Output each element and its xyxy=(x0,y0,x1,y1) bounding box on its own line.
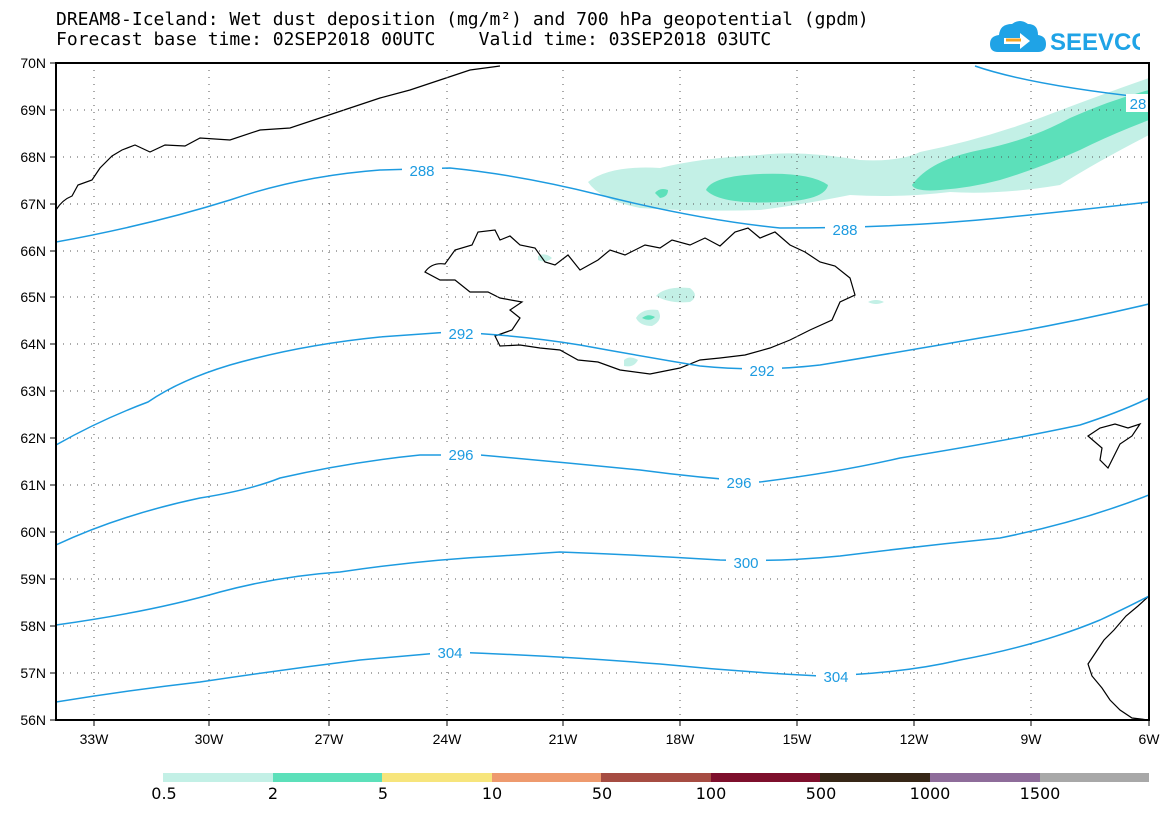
colorbar-label: 500 xyxy=(805,784,837,803)
coastlines xyxy=(56,65,1149,720)
lon-label: 12W xyxy=(900,731,930,747)
colorbar xyxy=(163,773,1150,782)
contour-label: 304 xyxy=(823,669,848,686)
contour-300 xyxy=(56,494,1149,626)
lon-label: 33W xyxy=(80,731,110,747)
colorbar-segment xyxy=(163,773,273,782)
contour-label: 304 xyxy=(437,645,462,662)
contour-296 xyxy=(56,397,1149,546)
colorbar-label: 2 xyxy=(267,784,279,803)
greenland-coastline xyxy=(56,65,501,211)
lat-label: 64N xyxy=(20,336,46,352)
colorbar-segment xyxy=(382,773,492,782)
contour-label: 288 xyxy=(832,222,857,239)
deposition-light-area xyxy=(588,78,1149,211)
longitude-labels: 33W 30W 27W 24W 21W 18W 15W 12W 9W 6W xyxy=(80,731,1161,747)
contour-label: 288 xyxy=(409,163,434,180)
lat-label: 59N xyxy=(20,571,46,587)
title-line-2: Forecast base time: 02SEP2018 00UTC Vali… xyxy=(56,29,772,50)
iceland-coastline xyxy=(424,227,856,375)
contour-label: 300 xyxy=(733,555,758,572)
colorbar-label: 10 xyxy=(481,784,503,803)
tick-marks xyxy=(50,62,1150,726)
colorbar-segment xyxy=(820,773,930,782)
colorbar-segment xyxy=(601,773,711,782)
logo-text: SEEVCCC xyxy=(1050,29,1140,56)
colorbar-label: 100 xyxy=(695,784,727,803)
lon-label: 27W xyxy=(315,731,345,747)
lon-label: 18W xyxy=(666,731,696,747)
lat-label: 63N xyxy=(20,383,46,399)
colorbar-segment xyxy=(710,773,821,782)
lat-label: 70N xyxy=(20,55,46,71)
lat-label: 69N xyxy=(20,102,46,118)
deposition-medium-area xyxy=(642,315,655,320)
contour-label: 296 xyxy=(726,475,751,492)
lat-label: 57N xyxy=(20,665,46,681)
contour-label: 292 xyxy=(749,363,774,380)
lon-label: 24W xyxy=(433,731,463,747)
contour-label: 28 xyxy=(1130,96,1147,113)
colorbar-label: 1500 xyxy=(1019,784,1061,803)
colorbar-segment xyxy=(491,773,602,782)
lat-label: 60N xyxy=(20,524,46,540)
colorbar-segment xyxy=(272,773,383,782)
colorbar-label: 1000 xyxy=(909,784,951,803)
lon-label: 21W xyxy=(549,731,579,747)
lat-label: 61N xyxy=(20,477,46,493)
contour-304 xyxy=(56,595,1149,703)
colorbar-label: 50 xyxy=(591,784,613,803)
colorbar-label: 0.5 xyxy=(151,784,177,803)
colorbar-segment xyxy=(1039,773,1150,782)
deposition-light-area xyxy=(624,357,638,367)
title-line-1: DREAM8-Iceland: Wet dust deposition (mg/… xyxy=(56,9,869,30)
deposition-medium-area xyxy=(655,189,668,198)
contour-label-group: 288 288 28 292 292 296 296 300 304 304 xyxy=(402,94,1149,686)
lat-label: 66N xyxy=(20,243,46,259)
lat-label: 56N xyxy=(20,712,46,728)
deposition-medium-area xyxy=(706,173,828,203)
lon-label: 6W xyxy=(1139,731,1161,747)
contour-288-north xyxy=(974,65,1149,99)
contour-292 xyxy=(56,303,1149,446)
lon-label: 30W xyxy=(195,731,225,747)
deposition-light-area xyxy=(868,300,884,304)
lat-label: 62N xyxy=(20,430,46,446)
lon-label: 15W xyxy=(783,731,813,747)
cloud-arrow-icon xyxy=(990,21,1046,52)
gridlines xyxy=(56,63,1149,720)
colorbar-segment xyxy=(929,773,1040,782)
lon-label: 9W xyxy=(1021,731,1043,747)
lat-label: 67N xyxy=(20,196,46,212)
latitude-labels: 70N 69N 68N 67N 66N 65N 64N 63N 62N 61N … xyxy=(20,55,46,728)
scotland-coastline xyxy=(1087,595,1149,720)
lat-label: 58N xyxy=(20,618,46,634)
contour-label: 296 xyxy=(448,447,473,464)
faroe-coastline xyxy=(1087,422,1142,470)
colorbar-label: 5 xyxy=(377,784,389,803)
deposition-light-area xyxy=(656,287,695,303)
seevccc-logo: SEEVCCC xyxy=(990,21,1140,56)
geopotential-contours xyxy=(56,65,1149,703)
lat-label: 65N xyxy=(20,289,46,305)
contour-label: 292 xyxy=(448,326,473,343)
lat-label: 68N xyxy=(20,149,46,165)
contour-288 xyxy=(56,167,1149,243)
